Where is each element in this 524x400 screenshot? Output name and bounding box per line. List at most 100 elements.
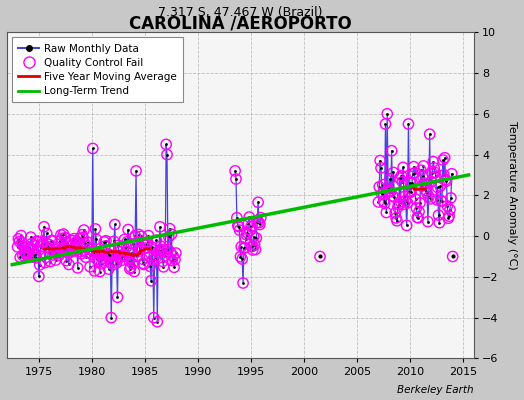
Point [422, 188, 430, 194]
Point [417, 167, 425, 174]
Point [71, 244, 79, 251]
Point [393, 218, 401, 224]
Point [141, 242, 149, 248]
Point [418, 183, 426, 189]
Point [83, 250, 92, 256]
Point [443, 203, 452, 209]
Point [423, 190, 431, 196]
Point [249, 234, 258, 240]
Point [104, 250, 112, 257]
Point [162, 141, 170, 148]
Point [34, 238, 42, 245]
Point [404, 121, 412, 127]
Point [128, 261, 137, 267]
Point [95, 268, 104, 275]
Point [436, 183, 444, 189]
Point [374, 199, 383, 205]
Point [64, 261, 73, 268]
Point [424, 194, 433, 200]
Point [170, 264, 178, 270]
Point [67, 237, 75, 244]
Point [62, 258, 70, 264]
Point [377, 165, 385, 171]
Point [117, 253, 125, 260]
Point [60, 246, 69, 252]
Point [64, 261, 73, 268]
Point [63, 239, 71, 246]
Point [316, 253, 324, 260]
Point [26, 246, 34, 252]
Point [81, 240, 89, 247]
Point [233, 214, 241, 221]
Point [402, 222, 411, 229]
Point [246, 227, 254, 234]
Point [110, 238, 118, 244]
Point [152, 237, 160, 244]
Point [50, 245, 59, 252]
Point [237, 244, 245, 250]
Point [97, 261, 106, 267]
Point [28, 240, 36, 247]
Point [81, 254, 90, 260]
Point [394, 204, 402, 210]
Point [243, 230, 252, 236]
Point [137, 233, 146, 240]
Point [384, 185, 392, 192]
Point [162, 141, 170, 148]
Point [45, 241, 53, 248]
Point [14, 244, 22, 250]
Point [114, 242, 123, 248]
Point [29, 254, 38, 260]
Point [163, 151, 171, 158]
Point [77, 250, 85, 257]
Point [449, 253, 457, 260]
Point [68, 248, 77, 254]
Point [74, 246, 83, 252]
Point [410, 170, 419, 176]
Point [35, 273, 43, 280]
Point [239, 280, 247, 286]
Point [50, 248, 58, 255]
Point [36, 262, 44, 268]
Point [127, 250, 136, 256]
Point [46, 258, 54, 265]
Point [64, 250, 72, 256]
Point [231, 168, 239, 174]
Point [430, 165, 438, 171]
Point [232, 176, 240, 182]
Point [19, 244, 28, 250]
Point [103, 253, 111, 259]
Point [169, 253, 178, 259]
Point [375, 184, 384, 190]
Point [15, 238, 24, 245]
Point [248, 243, 256, 250]
Point [446, 195, 455, 201]
Point [16, 254, 25, 260]
Point [108, 252, 116, 259]
Point [386, 176, 394, 182]
Point [409, 170, 417, 177]
Point [240, 245, 248, 251]
Point [47, 238, 56, 244]
Point [377, 165, 385, 171]
Point [158, 248, 166, 254]
Point [40, 224, 48, 230]
Point [381, 121, 390, 127]
Point [66, 250, 74, 256]
Point [49, 252, 57, 258]
Point [104, 250, 112, 257]
Point [58, 235, 66, 242]
Point [91, 226, 100, 232]
Point [42, 254, 50, 260]
Point [94, 250, 102, 256]
Point [136, 244, 145, 250]
Point [92, 236, 101, 242]
Point [248, 243, 256, 250]
Point [404, 121, 412, 127]
Point [45, 250, 53, 256]
Point [58, 235, 66, 242]
Point [381, 121, 390, 127]
Point [24, 254, 32, 260]
Point [441, 154, 449, 161]
Point [118, 252, 127, 259]
